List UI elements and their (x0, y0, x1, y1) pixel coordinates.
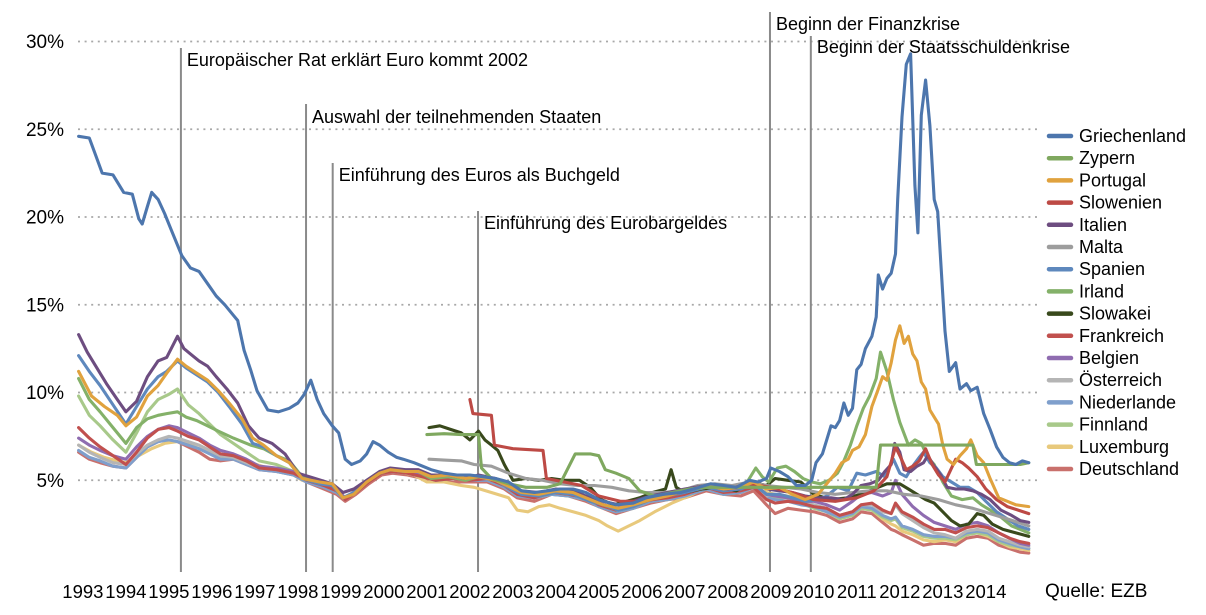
x-tick-label: 2009 (750, 581, 791, 602)
series-line-slowakei (427, 424, 1031, 538)
legend-label-portugal: Portugal (1079, 170, 1146, 190)
x-tick-label: 2004 (535, 581, 576, 602)
x-tick-label: 2012 (879, 581, 920, 602)
x-tick-label: 2008 (707, 581, 748, 602)
x-tick-label: 1998 (277, 581, 318, 602)
y-tick-label: 15% (26, 295, 64, 316)
legend-label-deutschland: Deutschland (1079, 459, 1179, 479)
legend-label-griechenland: Griechenland (1079, 126, 1186, 146)
annotation-label: Einführung des Euros als Buchgeld (339, 165, 620, 185)
series-line-spanien (77, 354, 1031, 531)
x-tick-label: 2007 (664, 581, 705, 602)
x-tick-label: 2001 (406, 581, 447, 602)
legend-label-finnland: Finnland (1079, 415, 1148, 435)
legend-label-luxemburg: Luxemburg (1079, 437, 1169, 457)
x-tick-label: 2000 (363, 581, 404, 602)
x-tick-label: 2005 (578, 581, 619, 602)
x-tick-label: 2003 (492, 581, 533, 602)
series-line-griechenland (77, 52, 1031, 507)
y-tick-label: 25% (26, 120, 64, 141)
legend-label-irland: Irland (1079, 281, 1124, 301)
legend-label-spanien: Spanien (1079, 259, 1145, 279)
legend-label-frankreich: Frankreich (1079, 326, 1164, 346)
y-tick-label: 20% (26, 208, 64, 229)
x-tick-label: 2013 (922, 581, 963, 602)
annotation-label: Europäischer Rat erklärt Euro kommt 2002 (187, 50, 528, 70)
legend-label-italien: Italien (1079, 215, 1127, 235)
x-tick-label: 2002 (449, 581, 490, 602)
legend-label-belgien: Belgien (1079, 348, 1139, 368)
annotation-label: Beginn der Staatsschuldenkrise (817, 37, 1070, 57)
legend-label-slowenien: Slowenien (1079, 193, 1162, 213)
source-note: Quelle: EZB (1045, 581, 1148, 602)
x-tick-label: 2006 (621, 581, 662, 602)
annotation-label: Auswahl der teilnehmenden Staaten (312, 107, 601, 127)
legend-label-niederlande: Niederlande (1079, 392, 1176, 412)
x-tick-label: 2010 (793, 581, 834, 602)
y-tick-label: 5% (37, 471, 65, 492)
legend-label-österreich: Österreich (1079, 370, 1162, 390)
series-line-niederlande (77, 438, 1031, 551)
x-tick-label: 1993 (62, 581, 103, 602)
x-tick-label: 1996 (191, 581, 232, 602)
annotation-label: Einführung des Eurobargeldes (484, 213, 727, 233)
x-tick-label: 2014 (965, 581, 1006, 602)
series-line-italien (77, 333, 1031, 524)
y-tick-label: 30% (26, 32, 64, 53)
x-tick-label: 1994 (105, 581, 146, 602)
x-tick-label: 2011 (837, 581, 877, 602)
legend-label-malta: Malta (1079, 237, 1124, 257)
legend-label-slowakei: Slowakei (1079, 304, 1151, 324)
annotation-label: Beginn der Finanzkrise (776, 14, 960, 34)
x-tick-label: 1997 (234, 581, 275, 602)
legend-label-zypern: Zypern (1079, 148, 1135, 168)
x-tick-label: 1995 (148, 581, 189, 602)
x-tick-label: 1999 (320, 581, 361, 602)
y-tick-label: 10% (26, 383, 64, 404)
